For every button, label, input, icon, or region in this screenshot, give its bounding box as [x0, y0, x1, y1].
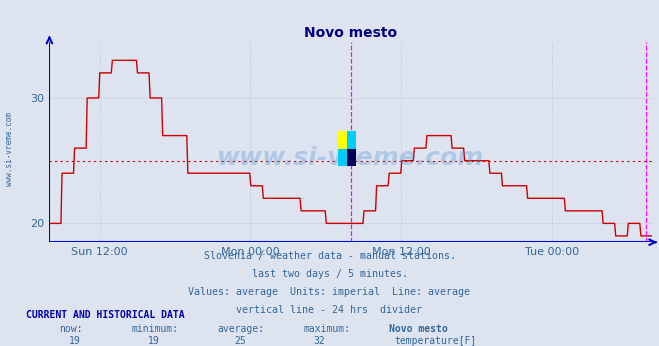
- Text: 19: 19: [148, 336, 160, 346]
- Title: Novo mesto: Novo mesto: [304, 26, 397, 40]
- Text: maximum:: maximum:: [303, 324, 350, 334]
- Bar: [347, 131, 356, 149]
- Text: Slovenia / weather data - manual stations.: Slovenia / weather data - manual station…: [204, 251, 455, 261]
- Bar: [337, 149, 347, 166]
- Bar: [337, 131, 347, 149]
- Text: CURRENT AND HISTORICAL DATA: CURRENT AND HISTORICAL DATA: [26, 310, 185, 320]
- Text: minimum:: minimum:: [132, 324, 179, 334]
- Text: 19: 19: [69, 336, 81, 346]
- Text: Novo mesto: Novo mesto: [389, 324, 447, 334]
- Text: www.si-vreme.com: www.si-vreme.com: [5, 112, 14, 186]
- Text: last two days / 5 minutes.: last two days / 5 minutes.: [252, 269, 407, 279]
- Text: 25: 25: [234, 336, 246, 346]
- Text: now:: now:: [59, 324, 83, 334]
- Bar: [347, 149, 356, 166]
- Text: vertical line - 24 hrs  divider: vertical line - 24 hrs divider: [237, 305, 422, 315]
- Text: 32: 32: [313, 336, 325, 346]
- Text: Values: average  Units: imperial  Line: average: Values: average Units: imperial Line: av…: [188, 287, 471, 297]
- Text: temperature[F]: temperature[F]: [395, 336, 477, 346]
- Text: average:: average:: [217, 324, 264, 334]
- Text: www.si-vreme.com: www.si-vreme.com: [217, 146, 484, 170]
